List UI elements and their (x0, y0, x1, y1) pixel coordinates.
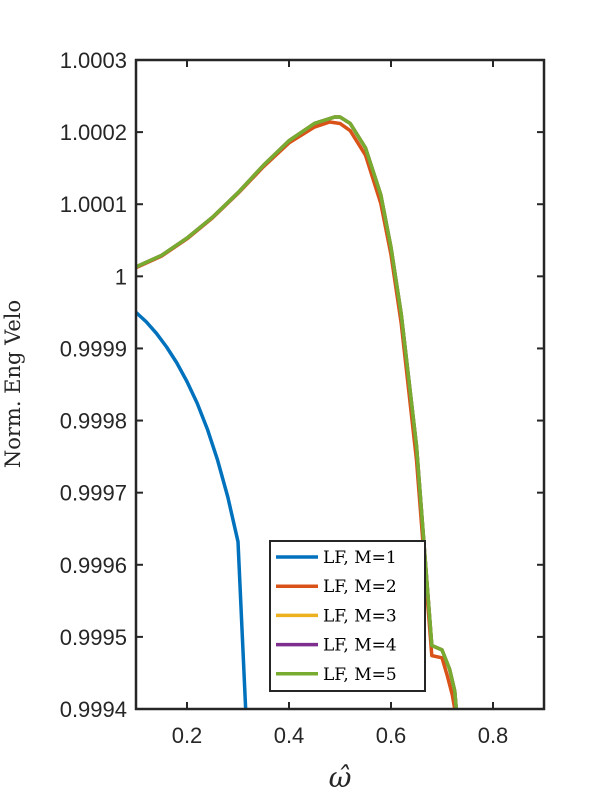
series-layer (136, 115, 459, 709)
x-axis-label: ω̂ (329, 761, 352, 794)
y-tick-label: 0.9996 (60, 553, 127, 578)
series-line-1 (136, 310, 248, 709)
legend: LF, M=1 LF, M=2 LF, M=3 LF, M=4 LF, M=5 (269, 540, 426, 692)
x-tick-label: 0.4 (274, 723, 305, 748)
x-tick-label: 0.8 (478, 723, 509, 748)
legend-label: LF, M=2 (323, 577, 397, 597)
x-tick-label: 0.6 (376, 723, 407, 748)
series-line-5 (136, 115, 459, 709)
tick-layer: 0.2 0.4 0.6 0.8 0.9994 0.9995 0.9996 0.9997 0.99… (60, 48, 544, 748)
y-tick-label: 0.9999 (60, 336, 127, 361)
y-tick-label: 1.0001 (60, 192, 127, 217)
y-tick-label: 0.9997 (60, 481, 127, 506)
y-tick-label: 0.9998 (60, 409, 127, 434)
y-tick-label: 0.9995 (60, 625, 127, 650)
y-tick-label: 1.0003 (60, 48, 127, 73)
x-tick-label: 0.2 (172, 723, 203, 748)
legend-label: LF, M=4 (323, 636, 397, 656)
legend-label: LF, M=5 (323, 665, 397, 685)
y-tick-label: 1 (115, 264, 127, 289)
legend-entries: LF, M=1 LF, M=2 LF, M=3 LF, M=4 LF, M=5 (276, 548, 397, 685)
y-tick-label: 1.0002 (60, 120, 127, 145)
y-tick-label: 0.9994 (60, 697, 127, 722)
legend-label: LF, M=3 (323, 606, 397, 626)
y-axis-label: Norm. Eng Velo (1, 300, 25, 468)
legend-label: LF, M=1 (323, 548, 397, 568)
plot-frame (134, 58, 546, 711)
